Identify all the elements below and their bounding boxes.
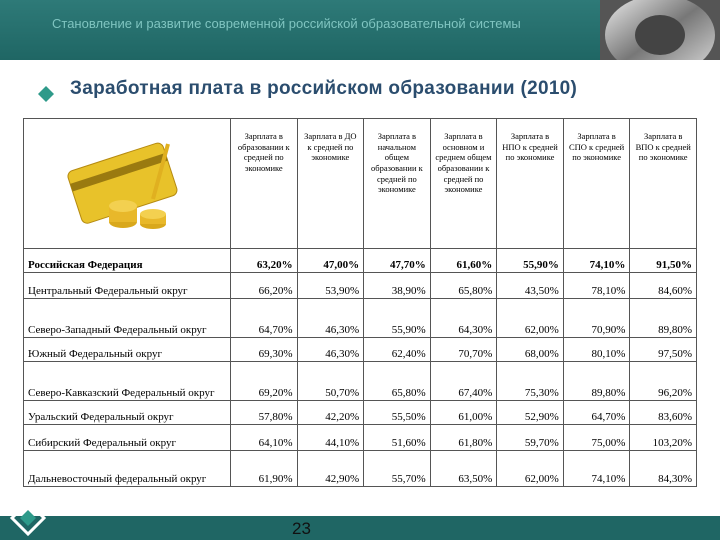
table-row: Северо-Кавказский Федеральный округ 69,20… <box>23 361 697 401</box>
cell-value: 55,90% <box>496 248 564 273</box>
cell-value: 74,10% <box>562 450 631 487</box>
cell-value: 75,00% <box>562 424 631 451</box>
table-row: Центральный Федеральный округ 66,20% 53,90… <box>23 272 697 299</box>
cell-value: 84,60% <box>629 272 697 299</box>
cell-value: 61,60% <box>429 248 498 273</box>
cell-value: 55,50% <box>363 400 431 425</box>
bullet <box>38 86 54 102</box>
cell-value: 80,10% <box>562 337 631 362</box>
cell-value: 62,40% <box>363 337 431 362</box>
cell-value: 53,90% <box>296 272 365 299</box>
cell-value: 69,20% <box>230 361 298 401</box>
cell-value: 65,80% <box>363 361 431 401</box>
cell-value: 55,70% <box>363 450 431 487</box>
cell-value: 57,80% <box>230 400 298 425</box>
header-title: Становление и развитие современной росси… <box>52 16 521 31</box>
table-row: Уральский Федеральный округ 57,80% 42,20% 5… <box>23 400 697 425</box>
cell-value: 70,90% <box>562 298 631 338</box>
cell-value: 63,50% <box>429 450 498 487</box>
cell-value: 64,70% <box>230 298 298 338</box>
cell-value: 66,20% <box>230 272 298 299</box>
row-label: Сибирский Федеральный округ <box>23 424 231 451</box>
cell-value: 47,70% <box>363 248 431 273</box>
column-header: Зарплата в ДО к средней по экономике <box>296 118 365 249</box>
cell-value: 83,60% <box>629 400 697 425</box>
row-label: Дальневосточный федеральный округ <box>23 450 231 487</box>
cell-value: 62,00% <box>496 450 564 487</box>
table-row: Южный Федеральный округ 69,30% 46,30% 62,40… <box>23 337 697 362</box>
cell-value: 69,30% <box>230 337 298 362</box>
header-image <box>600 0 720 60</box>
cell-value: 64,30% <box>429 298 498 338</box>
cell-value: 103,20% <box>629 424 697 451</box>
cell-value: 62,00% <box>496 298 564 338</box>
row-label: Южный Федеральный округ <box>23 337 231 362</box>
table-row: Дальневосточный федеральный округ 61,90% 4… <box>23 450 697 487</box>
coins-image <box>67 142 178 229</box>
cell-value: 65,80% <box>429 272 498 299</box>
header-bar: Становление и развитие современной росси… <box>0 0 720 60</box>
table: Зарплата в образовании к средней по экон… <box>23 118 697 487</box>
cell-value: 61,00% <box>429 400 498 425</box>
cell-value: 42,20% <box>296 400 365 425</box>
footer-bar <box>0 516 720 540</box>
row-label: Северо-Кавказский Федеральный округ <box>23 361 231 401</box>
column-header: Зарплата в образовании к средней по экон… <box>230 118 298 249</box>
cell-value: 42,90% <box>296 450 365 487</box>
cell-value: 51,60% <box>363 424 431 451</box>
cell-value: 70,70% <box>429 337 498 362</box>
cell-value: 68,00% <box>496 337 564 362</box>
header-row: Зарплата в образовании к средней по экон… <box>23 118 697 249</box>
cell-value: 50,70% <box>296 361 365 401</box>
table-row: Северо-Западный Федеральный округ 64,70% 4… <box>23 298 697 338</box>
cell-value: 96,20% <box>629 361 697 401</box>
row-label: Центральный Федеральный округ <box>23 272 231 299</box>
cell-value: 75,30% <box>496 361 564 401</box>
cell-value: 91,50% <box>629 248 697 273</box>
cell-value: 59,70% <box>496 424 564 451</box>
cell-value: 43,50% <box>496 272 564 299</box>
logo <box>9 500 47 536</box>
cell-value: 64,70% <box>562 400 631 425</box>
cell-value: 89,80% <box>629 298 697 338</box>
cell-value: 46,30% <box>296 337 365 362</box>
cell-value: 67,40% <box>429 361 498 401</box>
cell-value: 44,10% <box>296 424 365 451</box>
page-number: 23 <box>292 519 311 538</box>
column-header: Зарплата в НПО к средней по экономике <box>496 118 564 249</box>
cell-value: 63,20% <box>230 248 298 273</box>
cell-value: 64,10% <box>230 424 298 451</box>
cell-value: 38,90% <box>363 272 431 299</box>
cell-value: 74,10% <box>562 248 631 273</box>
cell-value: 46,30% <box>296 298 365 338</box>
cell-value: 97,50% <box>629 337 697 362</box>
column-header: Зарплата в основном и среднем общем обра… <box>429 118 498 249</box>
row-label: Российская Федерация <box>23 248 231 273</box>
row-label: Уральский Федеральный округ <box>23 400 231 425</box>
cell-value: 47,00% <box>296 248 365 273</box>
column-header: Зарплата в ВПО к средней по экономике <box>629 118 697 249</box>
cell-value: 61,90% <box>230 450 298 487</box>
column-header: Зарплата в начальном общем образовании к… <box>363 118 431 249</box>
cell-value: 61,80% <box>429 424 498 451</box>
table-row: Российская Федерация 63,20% 47,00% 47,70% 61… <box>23 248 697 273</box>
cell-value: 55,90% <box>363 298 431 338</box>
column-header: Зарплата в СПО к средней по экономике <box>562 118 631 249</box>
cell-value: 52,90% <box>496 400 564 425</box>
cell-value: 78,10% <box>562 272 631 299</box>
cell-value: 84,30% <box>629 450 697 487</box>
image-cell <box>23 118 231 249</box>
row-label: Северо-Западный Федеральный округ <box>23 298 231 338</box>
cell-value: 89,80% <box>562 361 631 401</box>
table-row: Сибирский Федеральный округ 64,10% 44,10% 5… <box>23 424 697 451</box>
slide-title: Заработная плата в российском образовани… <box>70 78 578 99</box>
